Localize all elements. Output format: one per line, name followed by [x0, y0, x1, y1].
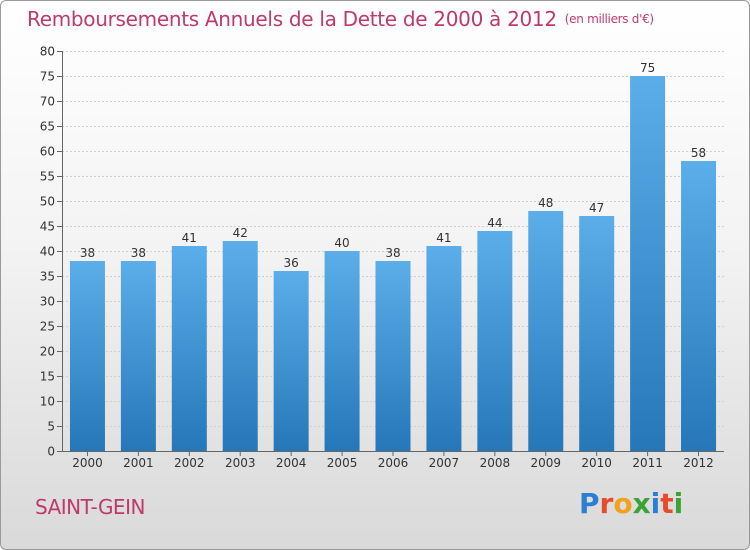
y-tick-label: 25	[40, 320, 55, 334]
bar	[375, 261, 411, 451]
bar	[528, 211, 564, 451]
logo-letter: r	[599, 487, 614, 520]
x-tick-label: 2005	[327, 456, 358, 470]
x-tick-label: 2002	[174, 456, 205, 470]
y-tick-label: 15	[40, 370, 55, 384]
x-tick-label: 2007	[429, 456, 460, 470]
y-tick-label: 50	[40, 195, 55, 209]
bar-value-label: 58	[691, 146, 706, 160]
y-tick-label: 45	[40, 220, 55, 234]
proxiti-logo[interactable]: Proxiti	[579, 487, 683, 520]
unit-label: (en milliers d'€)	[564, 12, 654, 26]
logo-letter: i	[673, 487, 684, 520]
title-text: Remboursements Annuels de la Dette de 20…	[27, 7, 557, 31]
bar	[477, 231, 513, 451]
bar	[681, 161, 717, 451]
bar-value-label: 41	[182, 231, 197, 245]
bar-value-label: 41	[436, 231, 451, 245]
chart-title: Remboursements Annuels de la Dette de 20…	[27, 7, 654, 31]
y-tick-label: 0	[47, 445, 55, 459]
bar	[273, 271, 309, 451]
x-tick-label: 2008	[480, 456, 511, 470]
bar-value-label: 38	[385, 246, 400, 260]
bar-value-label: 42	[233, 226, 248, 240]
bar	[426, 246, 462, 451]
y-tick-label: 35	[40, 270, 55, 284]
x-tick-label: 2001	[123, 456, 154, 470]
logo-letter: x	[632, 487, 651, 520]
bar	[324, 251, 360, 451]
bar-value-label: 36	[284, 256, 299, 270]
y-tick-label: 65	[40, 120, 55, 134]
bar-value-label: 75	[640, 61, 655, 75]
y-tick-label: 20	[40, 345, 55, 359]
x-tick-label: 2011	[632, 456, 663, 470]
bar	[69, 261, 105, 451]
bar	[120, 261, 156, 451]
y-tick-label: 40	[40, 245, 55, 259]
x-tick-label: 2000	[72, 456, 103, 470]
bar	[579, 216, 615, 451]
bar	[222, 241, 258, 451]
y-tick-label: 60	[40, 145, 55, 159]
x-tick-label: 2010	[581, 456, 612, 470]
logo-letter: t	[660, 487, 674, 520]
logo-letter: o	[613, 487, 633, 520]
bar-value-label: 38	[80, 246, 95, 260]
y-tick-label: 30	[40, 295, 55, 309]
bar-value-label: 38	[131, 246, 146, 260]
bar-value-label: 48	[538, 196, 553, 210]
y-tick-label: 10	[40, 395, 55, 409]
y-tick-label: 55	[40, 170, 55, 184]
x-tick-label: 2012	[683, 456, 714, 470]
y-tick-label: 80	[40, 45, 55, 59]
x-tick-label: 2003	[225, 456, 256, 470]
y-tick-label: 70	[40, 95, 55, 109]
y-tick-label: 75	[40, 70, 55, 84]
y-tick-label: 5	[47, 420, 55, 434]
logo-letter: i	[650, 487, 661, 520]
bar-value-label: 47	[589, 201, 604, 215]
x-tick-label: 2009	[530, 456, 561, 470]
x-tick-label: 2004	[276, 456, 307, 470]
x-tick-label: 2006	[378, 456, 409, 470]
logo-letter: P	[579, 487, 600, 520]
bar-value-label: 44	[487, 216, 502, 230]
commune-name: SAINT-GEIN	[35, 495, 145, 519]
bar-value-label: 40	[334, 236, 349, 250]
bar	[171, 246, 207, 451]
bar	[630, 76, 666, 451]
